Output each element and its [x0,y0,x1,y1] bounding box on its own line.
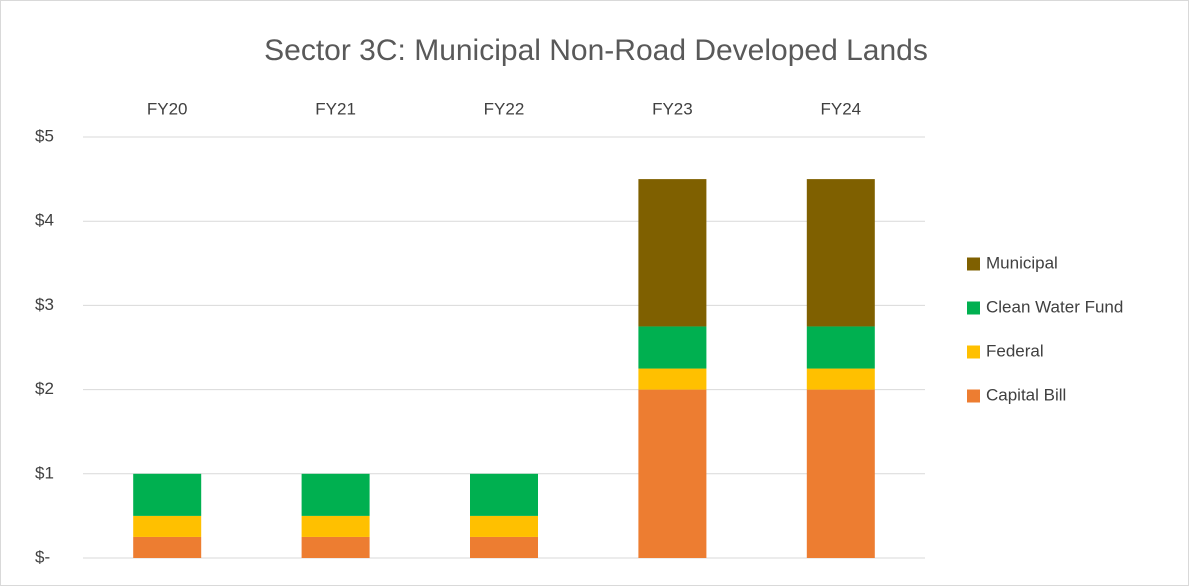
y-tick-label: $5 [35,126,54,145]
y-tick-label: $3 [35,295,54,314]
x-tick-label: FY21 [315,99,356,118]
x-tick-label: FY24 [820,99,861,118]
y-tick-label: $1 [35,463,54,482]
x-tick-label: FY23 [652,99,693,118]
y-tick-label: $4 [35,211,54,230]
legend-swatch [967,257,980,271]
legend-label: Municipal [986,253,1058,272]
bar-segment [470,515,538,537]
bar-segment [806,326,875,369]
bar-segment [301,515,370,537]
bar-segment [638,179,707,327]
bar-segment [638,389,707,558]
bar-segment [133,515,202,537]
y-tick-label: $- [35,547,50,566]
bar-segment [638,326,707,369]
bar-segment [470,473,538,516]
bar-segment [133,473,202,516]
legend-label: Clean Water Fund [986,297,1123,316]
legend-swatch [967,389,980,403]
y-tick-label: $2 [35,379,54,398]
bar-segment [638,368,707,390]
x-tick-label: FY20 [147,99,188,118]
legend-label: Federal [986,341,1044,360]
bar-segment [806,179,875,327]
legend-swatch [967,301,980,315]
chart-title: Sector 3C: Municipal Non-Road Developed … [264,34,928,67]
bar-segment [806,389,875,558]
bar-segment [806,368,875,390]
bar-segment [470,536,538,558]
legend-swatch [967,345,980,359]
legend-label: Capital Bill [986,385,1066,404]
bar-segment [301,536,370,558]
bar-segment [133,536,202,558]
bar-segment [301,473,370,516]
x-tick-label: FY22 [484,99,525,118]
